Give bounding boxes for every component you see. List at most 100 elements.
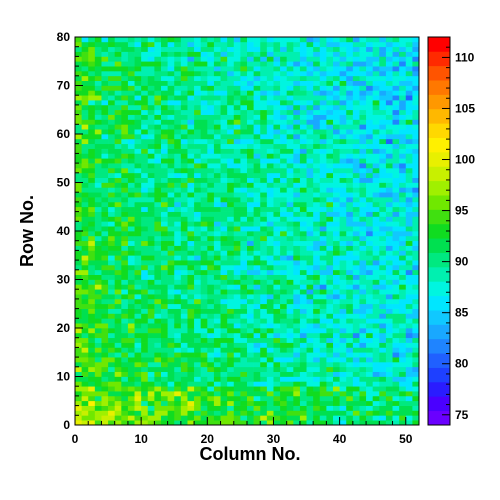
heatmap-cell [313,366,321,372]
heatmap-cell [167,41,175,48]
heatmap-cell [266,415,274,421]
heatmap-cell [213,366,221,372]
heatmap-cell [326,260,334,266]
heatmap-cell [108,109,116,115]
heatmap-cell [213,332,221,339]
heatmap-cell [392,41,400,48]
heatmap-cell [174,371,182,377]
heatmap-cell [379,260,387,266]
heatmap-cell [174,405,182,411]
heatmap-cell [385,138,393,145]
heatmap-cell [339,66,347,72]
heatmap-cell [412,235,420,242]
heatmap-cell [359,61,367,67]
heatmap-cell [207,391,215,397]
heatmap-cell [379,410,387,416]
heatmap-cell [280,274,288,280]
heatmap-cell [154,201,162,208]
heatmap-cell [134,400,142,406]
heatmap-cell [167,221,175,227]
heatmap-cell [399,177,407,183]
heatmap-cell [372,323,380,329]
heatmap-cell [141,323,149,329]
heatmap-cell [227,109,235,115]
heatmap-cell [399,221,407,227]
heatmap-cell [333,216,340,222]
heatmap-cell [154,400,162,406]
heatmap-cell [319,226,327,232]
heatmap-cell [273,187,281,193]
heatmap-cell [141,371,149,377]
heatmap-cell [412,274,420,280]
heatmap-cell [339,226,347,232]
heatmap-cell [293,201,301,208]
heatmap-cell [352,255,360,261]
heatmap-cell [240,211,248,217]
heatmap-cell [286,361,294,368]
heatmap-cell [326,381,334,387]
heatmap-cell [385,61,393,67]
heatmap-cell [213,226,221,232]
y-tick-label: 10 [57,370,71,384]
heatmap-cell [101,274,109,280]
heatmap-cell [306,294,314,300]
heatmap-cell [114,158,122,164]
heatmap-cell [352,197,360,203]
heatmap-cell [200,201,208,208]
heatmap-cell [147,187,155,193]
heatmap-cell [359,158,367,164]
heatmap-cell [280,298,288,305]
heatmap-cell [227,46,235,52]
heatmap-cell [299,124,307,130]
heatmap-cell [75,70,82,77]
heatmap-cell [280,167,288,174]
heatmap-cell [141,357,149,363]
colorbar-tick-label: 105 [455,101,475,115]
heatmap-cell [75,114,82,120]
heatmap-cell [399,100,407,106]
heatmap-cell [339,260,347,266]
heatmap-cell [101,182,109,188]
heatmap-cell [127,192,135,198]
heatmap-cell [88,41,96,48]
heatmap-cell [187,85,195,91]
heatmap-cell [227,216,235,222]
heatmap-cell [134,371,142,377]
heatmap-cell [167,376,175,382]
heatmap-cell [187,37,195,43]
heatmap-cell [114,197,122,203]
heatmap-cell [366,391,374,397]
heatmap-cell [253,279,261,285]
heatmap-cell [319,284,327,290]
heatmap-cell [266,100,274,106]
heatmap-cell [293,134,301,140]
heatmap-cell [240,158,248,164]
heatmap-cell [405,167,413,174]
heatmap-cell [339,323,347,329]
heatmap-cell [101,303,109,309]
heatmap-cell [134,240,142,246]
heatmap-cell [405,371,413,377]
heatmap-cell [88,415,96,421]
heatmap-cell [346,405,354,411]
heatmap-cell [392,342,400,348]
heatmap-cell [412,167,420,174]
heatmap-cell [319,158,327,164]
heatmap-cell [372,269,380,275]
heatmap-cell [233,342,241,348]
heatmap-cell [187,245,195,251]
heatmap-cell [180,134,188,140]
heatmap-cell [385,357,393,363]
heatmap-cell [385,129,393,135]
heatmap-cell [220,153,228,159]
heatmap-cell [346,298,354,305]
heatmap-cell [247,323,254,329]
heatmap-cell [399,260,407,266]
colorbar-segment [428,324,450,340]
heatmap-cell [412,386,420,392]
heatmap-cell [286,255,294,261]
heatmap-cell [372,182,380,188]
heatmap-cell [346,313,354,319]
heatmap-cell [339,303,347,309]
heatmap-cell [147,347,155,353]
